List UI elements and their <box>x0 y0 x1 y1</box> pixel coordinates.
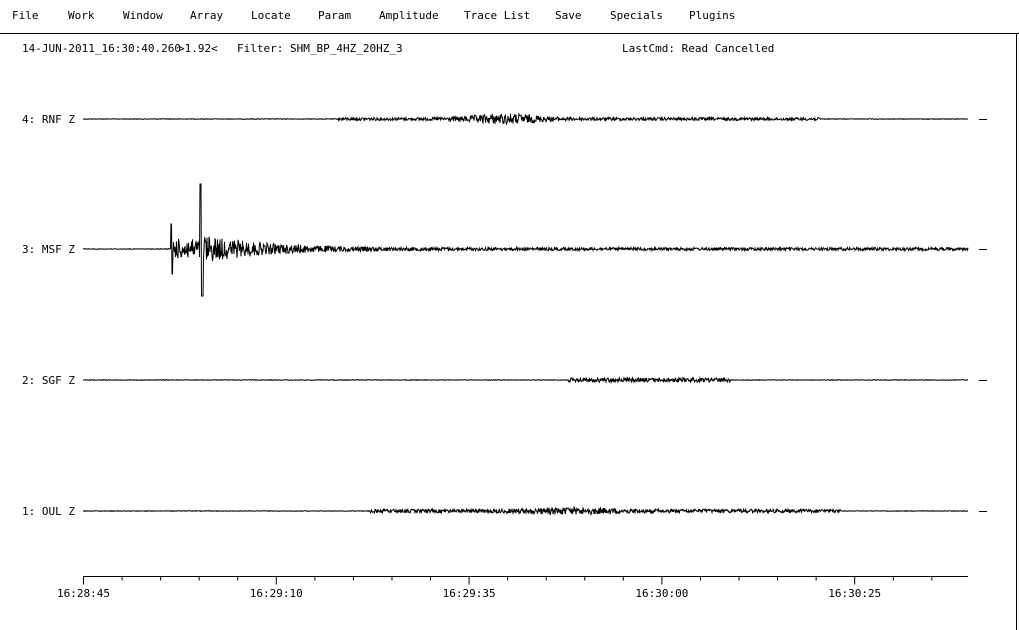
waveform <box>82 375 969 384</box>
time-tick-label: 16:28:45 <box>57 587 110 600</box>
menu-item[interactable]: Work <box>68 9 95 22</box>
waveform <box>82 112 969 126</box>
waveform <box>83 506 969 516</box>
trace-label: 2: SGF Z <box>22 374 75 387</box>
waveform <box>83 183 969 297</box>
menu-item[interactable]: Param <box>318 9 351 22</box>
time-tick-label: 16:30:00 <box>635 587 688 600</box>
menu-item[interactable]: Plugins <box>689 9 735 22</box>
status-filter: Filter: SHM_BP_4HZ_20HZ_3 <box>237 42 403 55</box>
trace-label: 4: RNF Z <box>22 113 75 126</box>
menu-item[interactable]: File <box>12 9 39 22</box>
menu-item[interactable]: Window <box>123 9 163 22</box>
menu-item[interactable]: Locate <box>251 9 291 22</box>
trace-label: 3: MSF Z <box>22 243 75 256</box>
menu-item[interactable]: Specials <box>610 9 663 22</box>
menu-item[interactable]: Array <box>190 9 223 22</box>
status-last-cmd: LastCmd: Read Cancelled <box>622 42 774 55</box>
status-time: 14-JUN-2011_16:30:40.260 <box>22 42 181 55</box>
status-scale: >1.92< <box>178 42 218 55</box>
time-tick-label: 16:30:25 <box>828 587 881 600</box>
trace-label: 1: OUL Z <box>22 505 75 518</box>
time-tick-label: 16:29:10 <box>250 587 303 600</box>
menu-item[interactable]: Trace List <box>464 9 530 22</box>
menu-item[interactable]: Amplitude <box>379 9 439 22</box>
menu-item[interactable]: Save <box>555 9 582 22</box>
time-tick-label: 16:29:35 <box>443 587 496 600</box>
